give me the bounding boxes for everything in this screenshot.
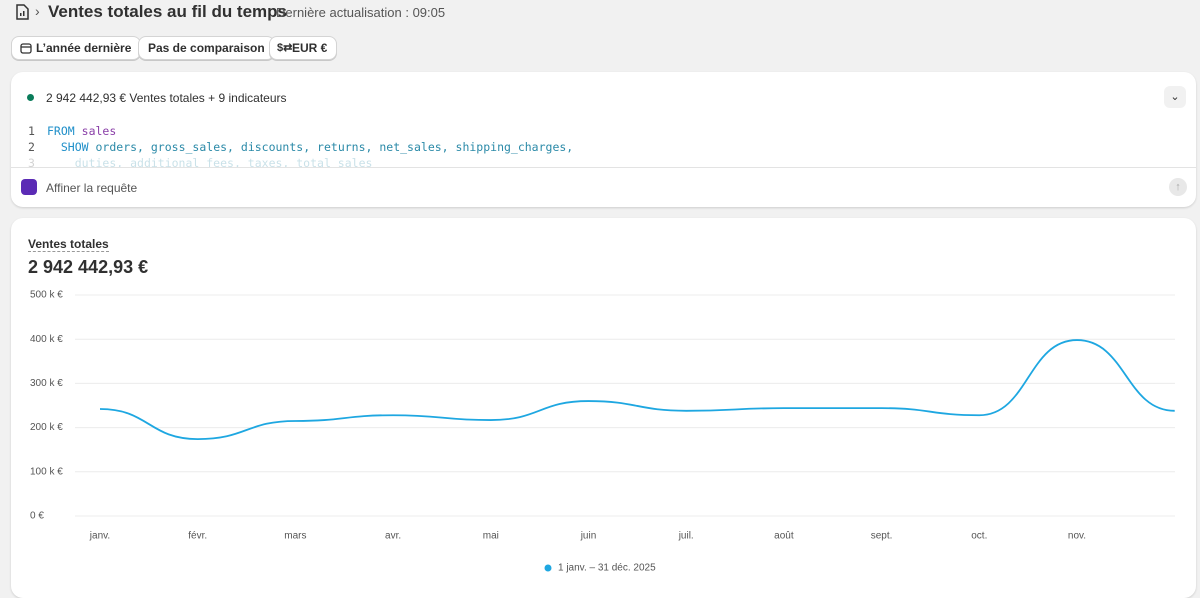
status-dot	[27, 94, 34, 101]
keyword: FROM	[47, 124, 75, 138]
x-tick-label: févr.	[188, 531, 207, 542]
expand-button[interactable]: ⌄	[1164, 86, 1186, 108]
currency-filter[interactable]: $⇄ EUR €	[269, 36, 338, 60]
code-line: 2 SHOW orders, gross_sales, discounts, r…	[28, 140, 573, 154]
divider	[11, 167, 1196, 168]
label: Pas de comparaison	[148, 41, 265, 55]
date-filter[interactable]: L’année dernière	[11, 36, 142, 60]
x-tick-label: avr.	[385, 531, 401, 542]
chart-title: Ventes totales	[28, 237, 109, 252]
report-icon	[16, 4, 29, 20]
currency-icon: $⇄	[277, 42, 293, 54]
y-tick-label: 400 k €	[30, 334, 63, 345]
x-tick-label: mai	[483, 531, 499, 542]
refine-input[interactable]: Affiner la requête	[46, 181, 138, 195]
y-tick-label: 200 k €	[30, 422, 63, 433]
chart: 0 € 100 k € 200 k € 300 k € 400 k € 500 k € ja…	[30, 290, 1175, 574]
x-tick-label: mars	[284, 531, 306, 542]
chart-total: 2 942 442,93 €	[28, 257, 149, 277]
comparison-filter[interactable]: Pas de comparaison	[138, 36, 275, 60]
x-tick-label: janv.	[89, 531, 110, 542]
submit-button[interactable]: ↑	[1169, 178, 1187, 196]
x-tick-label: août	[774, 531, 794, 542]
line-number: 2	[28, 140, 35, 154]
last-update: Dernière actualisation : 09:05	[276, 5, 446, 20]
breadcrumb-separator: ›	[35, 3, 40, 19]
legend-label: 1 janv. – 31 déc. 2025	[558, 563, 656, 574]
page: › Ventes totales au fil du temps Dernièr…	[11, 2, 1196, 598]
series-line	[99, 339, 1175, 440]
assistant-icon	[21, 179, 37, 195]
x-tick-label: juil.	[678, 531, 694, 542]
x-tick-label: juin	[580, 531, 597, 542]
code: duties, additional_fees, taxes, total_sa…	[74, 156, 373, 167]
page-title: Ventes totales au fil du temps	[48, 2, 288, 21]
code: sales	[81, 124, 117, 138]
y-tick-label: 0 €	[30, 511, 44, 522]
code-line: 3 duties, additional_fees, taxes, total_…	[28, 156, 372, 167]
x-tick-label: nov.	[1068, 531, 1086, 542]
label: L’année dernière	[36, 41, 132, 55]
y-tick-label: 100 k €	[30, 466, 63, 477]
keyword: SHOW	[60, 140, 89, 154]
line-number: 1	[28, 124, 35, 138]
chart-card: Ventes totales 2 942 442,93 € 0 € 100 k €…	[11, 218, 1196, 598]
line-number: 3	[28, 156, 35, 167]
query-panel: 2 942 442,93 € Ventes totales + 9 indica…	[11, 72, 1196, 207]
label: EUR €	[292, 41, 328, 55]
code-line: 1 FROM sales	[28, 124, 116, 138]
x-tick-label: oct.	[971, 531, 987, 542]
legend-dot	[544, 564, 552, 572]
x-tick-label: sept.	[871, 531, 893, 542]
query-summary: 2 942 442,93 € Ventes totales + 9 indica…	[46, 91, 287, 105]
code: orders, gross_sales, discounts, returns,…	[95, 140, 574, 154]
y-tick-label: 300 k €	[30, 378, 63, 389]
y-tick-label: 500 k €	[30, 290, 63, 301]
